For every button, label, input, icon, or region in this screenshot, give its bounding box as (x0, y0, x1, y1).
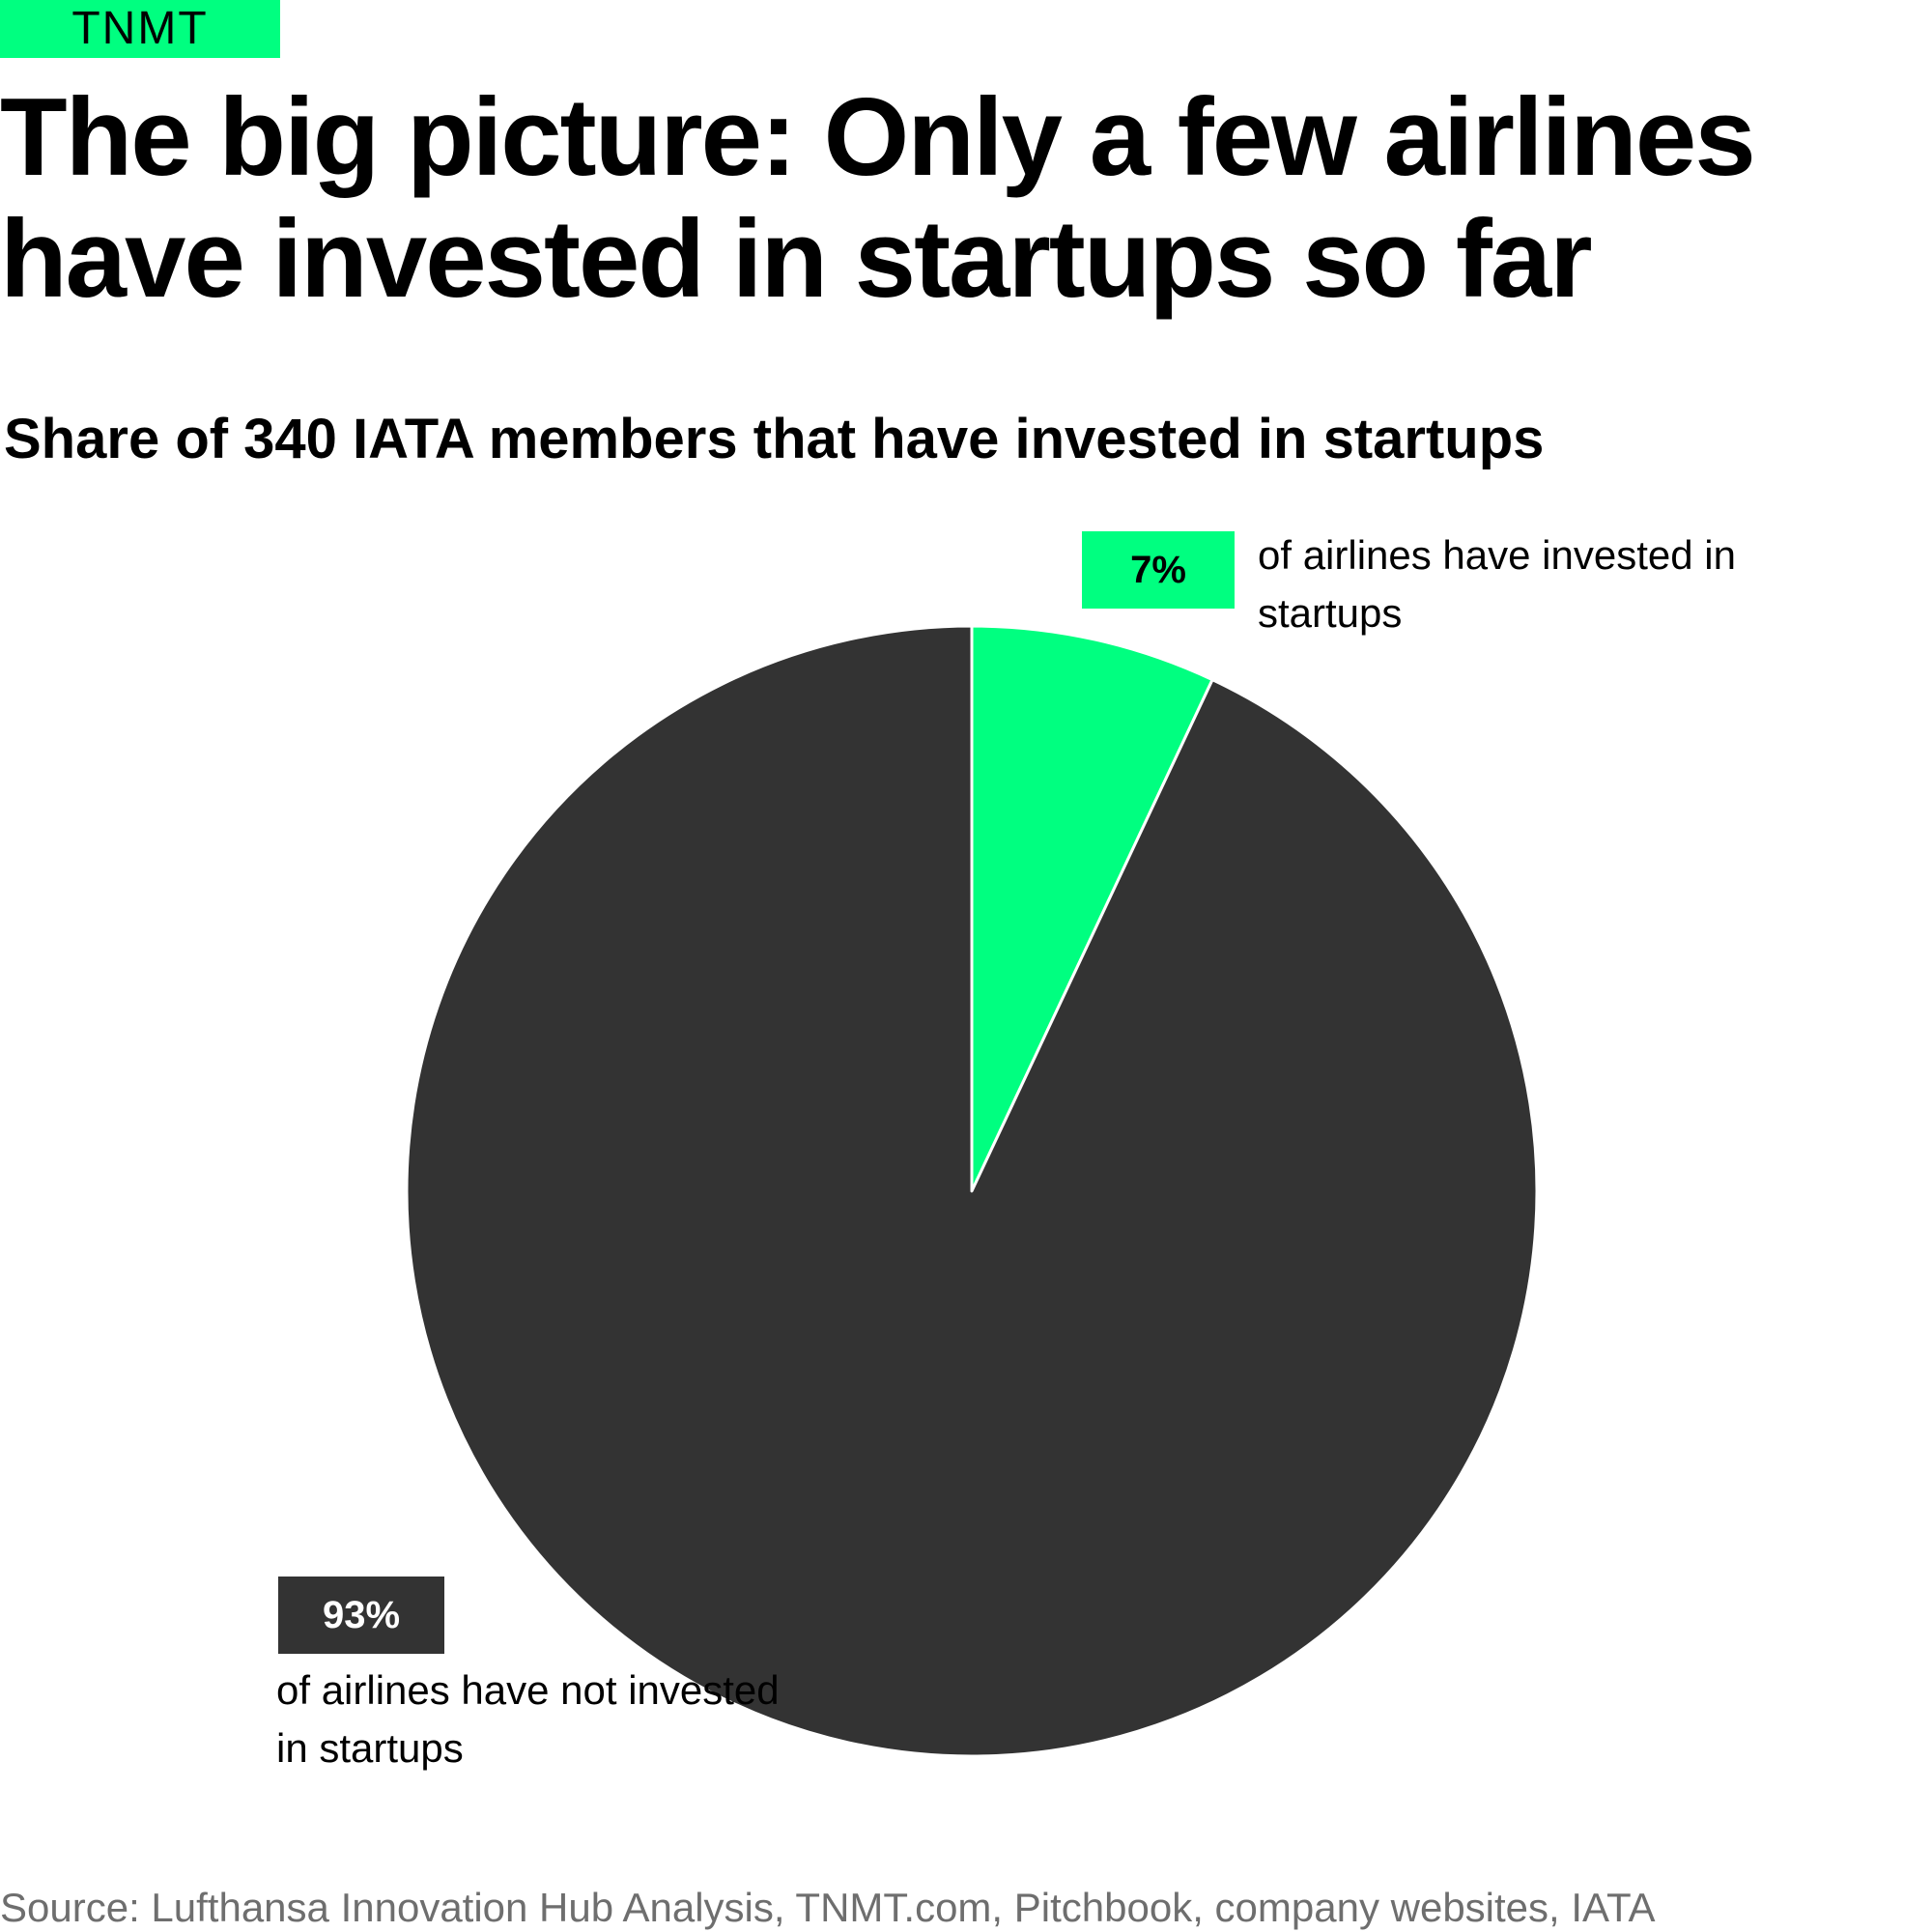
pie-slice-invested (970, 624, 1214, 1193)
brand-logo: TNMT (71, 3, 209, 54)
slice-value-label-not-invested: 93% (278, 1577, 444, 1654)
pie-slice-not-invested (405, 624, 1539, 1758)
source-note: Source: Lufthansa Innovation Hub Analysi… (0, 1885, 1656, 1930)
brand-badge: TNMT (0, 0, 280, 58)
slice-label-invested: of airlines have invested in startups (1258, 532, 1736, 636)
headline: The big picture: Only a few airlines hav… (0, 76, 1756, 321)
slice-label-not-invested: of airlines have not invested in startup… (276, 1667, 780, 1771)
chart-subtitle: Share of 340 IATA members that have inve… (4, 408, 1545, 470)
slice-value-label-invested: 7% (1082, 531, 1235, 609)
